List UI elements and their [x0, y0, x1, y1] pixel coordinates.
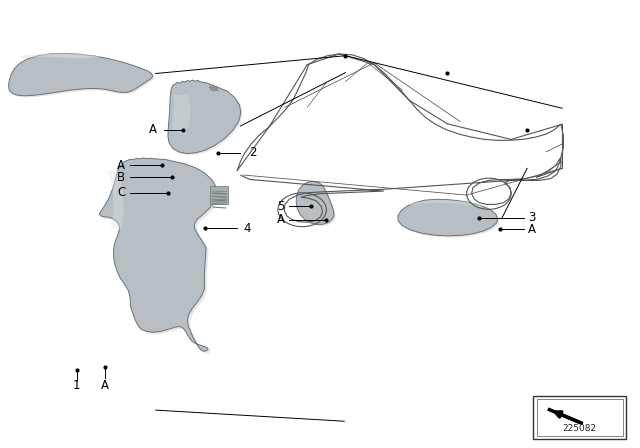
Text: 4: 4 [243, 222, 250, 235]
Text: 2: 2 [250, 146, 257, 159]
Polygon shape [8, 53, 153, 96]
Text: 1: 1 [73, 379, 81, 392]
Text: B: B [117, 171, 125, 184]
FancyBboxPatch shape [211, 186, 228, 204]
Polygon shape [20, 53, 100, 58]
Text: 225082: 225082 [563, 424, 596, 433]
Polygon shape [108, 171, 124, 229]
Polygon shape [102, 160, 219, 353]
Polygon shape [298, 183, 336, 226]
Polygon shape [398, 199, 498, 236]
Polygon shape [10, 55, 155, 98]
Polygon shape [409, 200, 483, 207]
Polygon shape [400, 201, 500, 237]
Text: A: A [149, 123, 157, 136]
Polygon shape [172, 95, 191, 135]
Polygon shape [209, 87, 218, 90]
Polygon shape [170, 82, 243, 155]
Polygon shape [100, 158, 216, 351]
Text: A: A [276, 213, 285, 226]
Text: A: A [117, 159, 125, 172]
Text: C: C [117, 186, 125, 199]
Text: A: A [527, 223, 536, 236]
Polygon shape [168, 80, 241, 154]
Text: A: A [100, 379, 109, 392]
Text: 3: 3 [528, 211, 535, 224]
Polygon shape [296, 181, 334, 224]
FancyBboxPatch shape [534, 396, 626, 439]
Text: 5: 5 [277, 200, 284, 213]
FancyBboxPatch shape [537, 399, 623, 436]
